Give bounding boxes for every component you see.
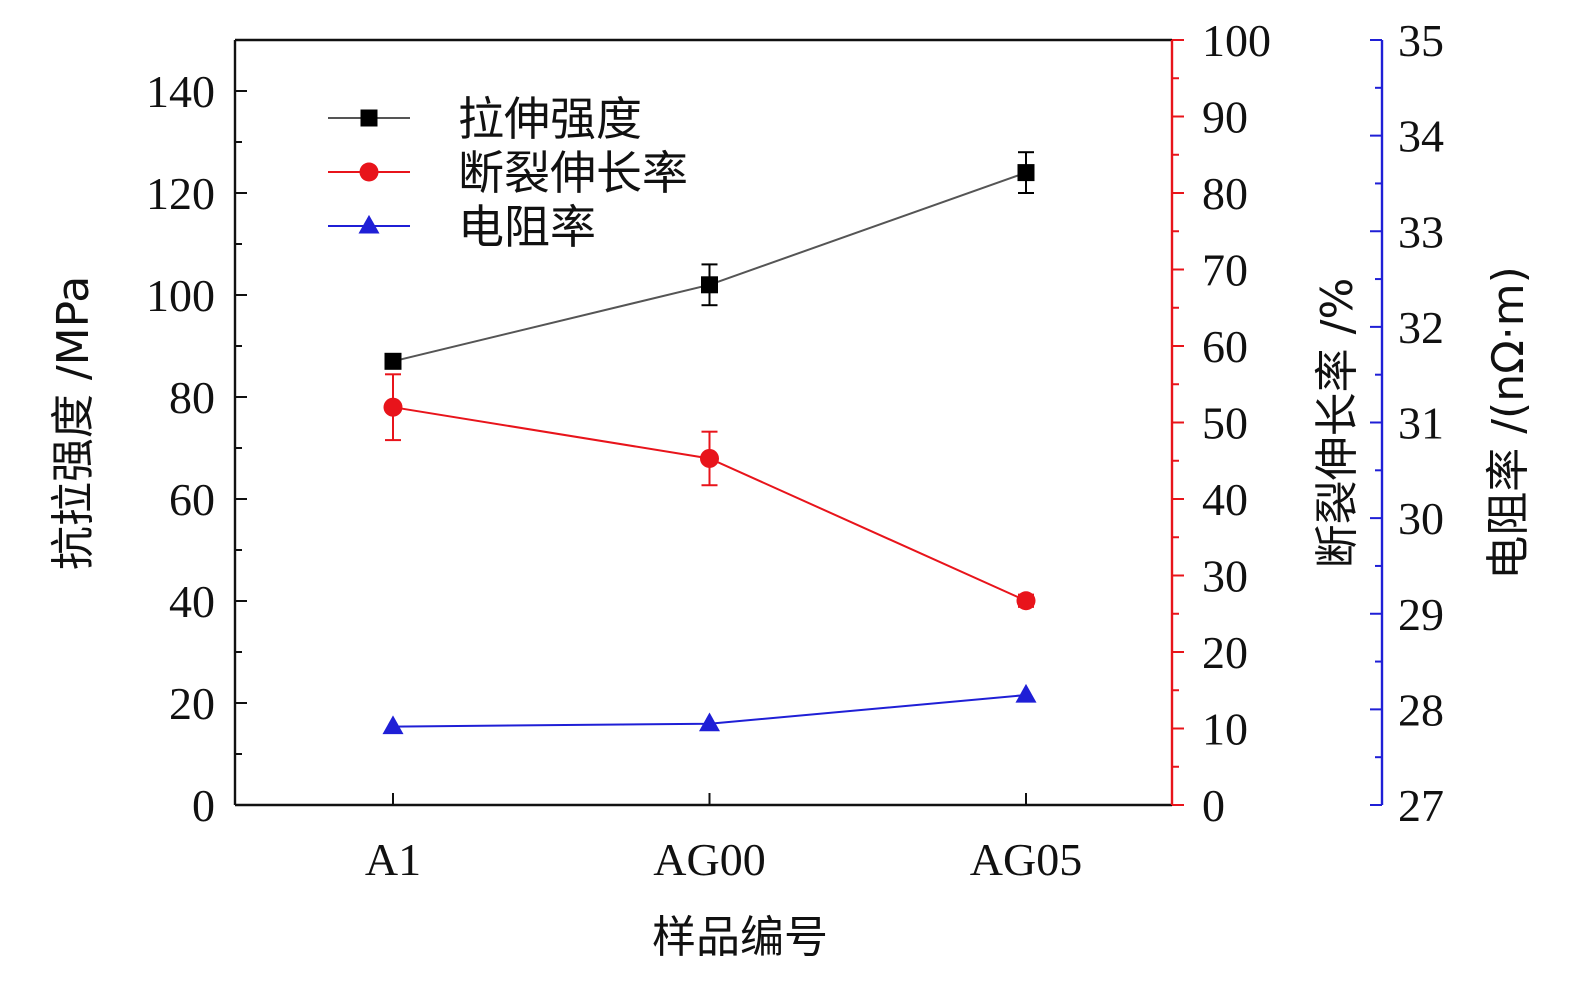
right-axis-resistivity-title: 电阻率 /(nΩ·m)	[1483, 266, 1534, 580]
right-axis-elongation: 0 10 20 30 40 50 60 70 80 90 100	[1172, 15, 1271, 831]
tensile-strength-point	[701, 276, 718, 294]
left-tick-label: 140	[146, 66, 215, 117]
resistivity-tick-label: 34	[1398, 111, 1444, 162]
resistivity-tick-label: 28	[1398, 684, 1444, 735]
elongation-legend-marker	[359, 162, 379, 182]
resistivity-tick-label: 29	[1398, 589, 1444, 640]
left-tick-label: 40	[169, 576, 215, 627]
elongation-tick-label: 90	[1202, 92, 1248, 143]
resistivity-point	[699, 712, 720, 732]
resistivity-tick-label: 32	[1398, 302, 1444, 353]
left-axis-title: 抗拉强度 /MPa	[48, 276, 99, 570]
elongation-tick-label: 60	[1202, 321, 1248, 372]
resistivity-legend-marker	[358, 214, 380, 234]
tensile-strength-point	[384, 352, 402, 370]
left-axis: 0 20 40 60 80 100 120 140	[146, 39, 247, 831]
elongation-point	[1016, 591, 1036, 611]
elongation-legend-label: 断裂伸长率	[458, 146, 688, 200]
resistivity-tick-label: 31	[1398, 398, 1444, 449]
left-tick-label: 0	[192, 780, 215, 831]
elongation-tick-label: 100	[1202, 15, 1271, 66]
tensile-strength-legend-label: 拉伸强度	[458, 92, 642, 146]
left-tick-label: 80	[169, 372, 215, 423]
resistivity-point	[382, 715, 404, 735]
left-tick-label: 60	[169, 474, 215, 525]
resistivity-legend-label: 电阻率	[458, 200, 596, 254]
resistivity-tick-label: 27	[1398, 780, 1444, 831]
elongation-tick-label: 20	[1202, 627, 1248, 678]
resistivity-point	[1015, 683, 1037, 703]
elongation-tick-label: 10	[1202, 704, 1248, 755]
elongation-tick-label: 30	[1202, 551, 1248, 602]
elongation-tick-label: 40	[1202, 474, 1248, 525]
right-axis-elongation-title: 断裂伸长率 /%	[1312, 278, 1363, 569]
elongation-tick-label: 0	[1202, 780, 1225, 831]
resistivity-tick-label: 30	[1398, 493, 1444, 544]
left-tick-label: 20	[169, 678, 215, 729]
x-axis: A1 AG00 AG05	[365, 793, 1082, 885]
plot-frame	[233, 38, 1174, 807]
elongation-point	[383, 397, 403, 417]
resistivity-tick-label: 33	[1398, 206, 1444, 257]
x-category-label: AG00	[653, 834, 765, 885]
series-layer	[382, 151, 1037, 735]
x-category-label: A1	[365, 834, 421, 885]
elongation-point	[700, 448, 719, 468]
elongation-tick-label: 70	[1202, 245, 1248, 296]
x-axis-title: 样品编号	[652, 912, 828, 963]
tensile-strength-legend-marker	[360, 109, 378, 127]
resistivity-tick-label: 35	[1398, 15, 1444, 66]
elongation-tick-label: 80	[1202, 168, 1248, 219]
elongation-tick-label: 50	[1202, 398, 1248, 449]
x-category-label: AG05	[970, 834, 1082, 885]
left-tick-label: 100	[146, 270, 215, 321]
tensile-strength-point	[1017, 164, 1035, 182]
left-tick-label: 120	[146, 168, 215, 219]
right-axis-resistivity: 27 28 29 30 31 32 33 34 35	[1370, 15, 1444, 831]
